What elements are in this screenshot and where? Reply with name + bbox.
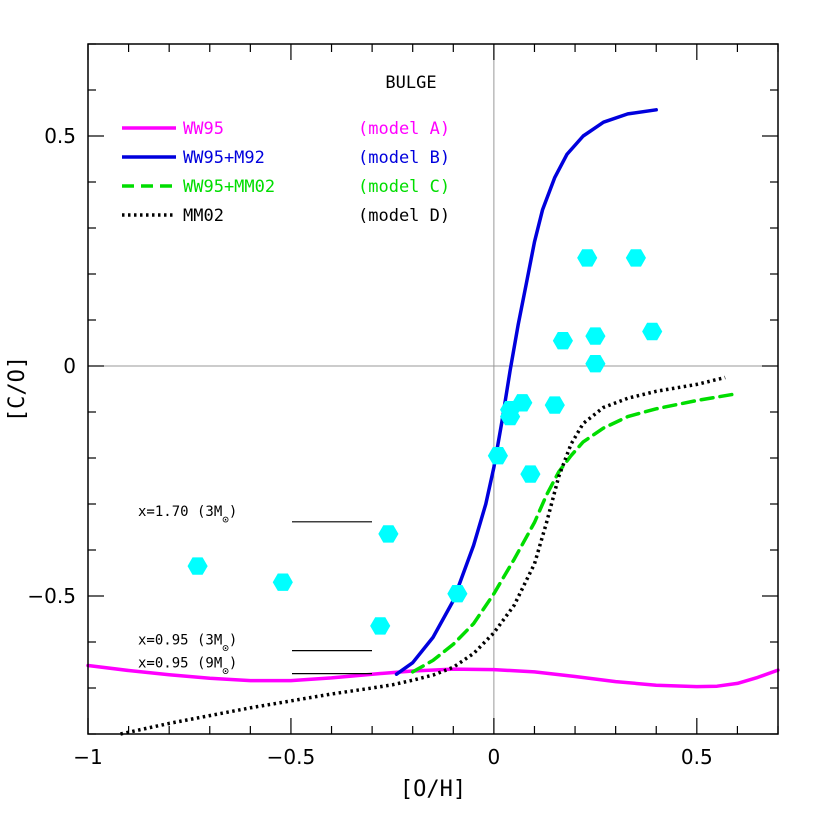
y-tick-label: 0 <box>63 354 76 378</box>
legend-label: WW95+M92 <box>183 148 265 168</box>
x-tick-label: 0.5 <box>681 745 713 769</box>
data-point <box>642 322 663 341</box>
data-point <box>378 525 399 543</box>
data-point <box>585 355 606 373</box>
data-point <box>187 557 208 575</box>
data-point <box>272 573 293 591</box>
data-point <box>447 585 468 603</box>
x-axis-title: [O/H] <box>400 777 466 802</box>
series-line-ww95 <box>86 663 780 689</box>
legend-model: (model C) <box>358 177 450 197</box>
legend-label: WW95 <box>183 119 224 139</box>
data-point <box>520 465 541 483</box>
x-tick-label: 0 <box>488 745 501 769</box>
legend: WW95 (model A) WW95+M92 (model B) WW95+MM02 (… <box>122 119 450 226</box>
data-point <box>577 249 598 267</box>
series-line-ww95-mm02 <box>410 391 740 674</box>
y-tick-label: −0.5 <box>27 584 76 608</box>
series-line-mm02 <box>120 375 726 736</box>
reference-lines <box>88 44 778 734</box>
data-point <box>512 394 533 412</box>
x-tick-label: −0.5 <box>267 745 316 769</box>
legend-model: (model D) <box>358 206 450 226</box>
legend-model: (model B) <box>358 148 450 168</box>
x-tick-label: −1 <box>73 745 102 769</box>
data-point <box>625 249 646 267</box>
scatter-layer <box>187 249 663 635</box>
legend-label: MM02 <box>183 206 224 226</box>
y-tick-label: 0.5 <box>44 124 76 148</box>
data-point <box>585 327 606 345</box>
data-point <box>552 332 573 350</box>
plot-frame <box>87 43 779 735</box>
legend-model: (model A) <box>358 119 450 139</box>
data-point <box>370 617 391 635</box>
y-axis-title: [C/O] <box>5 356 30 422</box>
data-point <box>500 407 521 426</box>
ticks-layer: −1 −0.5 0 0.5 −0.5 0 0.5 <box>27 43 779 769</box>
annotation-label: x=0.95 (3M⊙) <box>138 633 237 655</box>
annotation-label: x=1.70 (3M⊙) <box>138 504 237 526</box>
data-point <box>544 396 565 414</box>
data-point <box>487 447 508 465</box>
chart-title: BULGE <box>385 73 436 93</box>
annotations-layer: x=1.70 (3M⊙)x=0.95 (3M⊙)x=0.95 (9M⊙) <box>138 504 372 677</box>
legend-label: WW95+MM02 <box>183 177 275 197</box>
